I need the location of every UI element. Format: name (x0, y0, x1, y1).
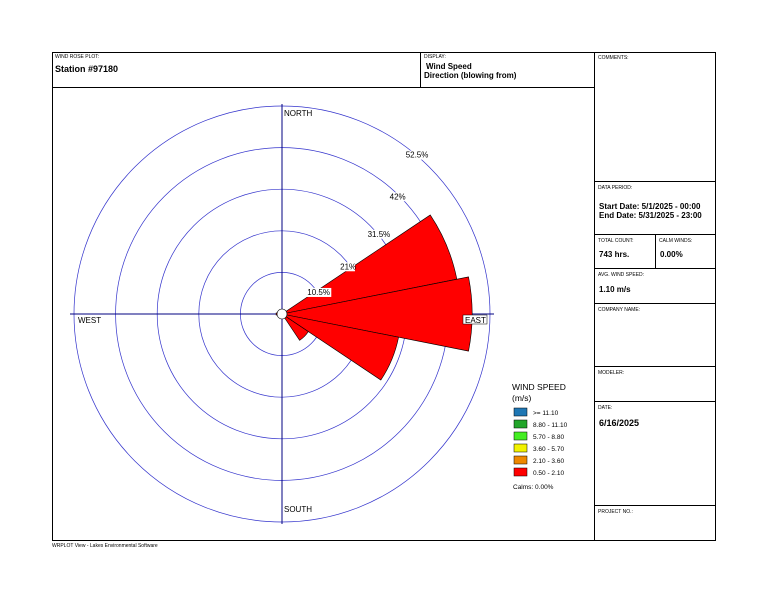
avg-speed-caption: AVG. WIND SPEED: (598, 272, 645, 278)
display-line-2: Direction (blowing from) (424, 71, 517, 80)
ring-label-1: 21% (340, 262, 356, 271)
compass-south: SOUTH (284, 505, 312, 514)
legend-title: WIND SPEED (512, 382, 566, 392)
petal-ESE (281, 313, 399, 381)
modeler-cell: MODELER: (595, 367, 716, 402)
company-caption: COMPANY NAME: (598, 307, 641, 313)
ring-label-bg-0 (306, 287, 332, 297)
data-period-caption: DATA PERIOD: (598, 185, 633, 191)
calm-winds-caption: CALM WINDS: (659, 238, 693, 244)
display-caption: DISPLAY: (424, 54, 446, 60)
avg-speed-value: 1.10 m/s (599, 285, 631, 294)
legend-swatch-3 (513, 443, 528, 453)
compass-west: WEST (78, 316, 101, 325)
info-panel: COMMENTS: DATA PERIOD: Start Date: 5/1/2… (594, 52, 716, 541)
total-count-caption: TOTAL COUNT: (598, 238, 634, 244)
compass-east: EAST (465, 316, 486, 325)
date-cell: DATE: 6/16/2025 (595, 402, 716, 506)
legend-label-3: 3.60 - 5.70 (533, 446, 564, 453)
legend-label-2: 5.70 - 8.80 (533, 434, 564, 441)
legend-swatch-5 (513, 467, 528, 477)
company-cell: COMPANY NAME: (595, 304, 716, 367)
data-period-cell: DATA PERIOD: Start Date: 5/1/2025 - 00:0… (595, 182, 716, 235)
comments-caption: COMMENTS: (598, 55, 629, 61)
calm-winds-box: CALM WINDS: 0.00% (656, 235, 716, 268)
plot-caption: WIND ROSE PLOT: (55, 54, 100, 60)
station-block: WIND ROSE PLOT: Station #97180 (52, 52, 421, 87)
ring-label-bg-2 (366, 229, 392, 239)
petal-E (281, 276, 473, 352)
total-count-box: TOTAL COUNT: 743 hrs. (595, 235, 656, 268)
plot-frame (52, 52, 716, 541)
compass-east-box (462, 314, 488, 325)
legend-label-1: 8.80 - 11.10 (533, 422, 568, 429)
header-bar: WIND ROSE PLOT: Station #97180 DISPLAY: … (52, 52, 594, 88)
legend-swatch-2 (513, 431, 528, 441)
software-credit: WRPLOT View - Lakes Environmental Softwa… (52, 543, 158, 549)
ring-label-0: 10.5% (307, 288, 330, 297)
legend-swatch-4 (513, 455, 528, 465)
compass-north: NORTH (284, 109, 313, 118)
counts-cell: TOTAL COUNT: 743 hrs. CALM WINDS: 0.00% (595, 235, 716, 269)
display-line-1: Wind Speed (426, 62, 472, 71)
legend-swatch-1 (513, 419, 528, 429)
project-cell: PROJECT NO.: (595, 506, 716, 541)
modeler-caption: MODELER: (598, 370, 625, 376)
project-caption: PROJECT NO.: (598, 509, 633, 515)
ring-label-3: 42% (390, 192, 406, 201)
legend-label-0: >= 11.10 (533, 410, 559, 417)
ring-label-4: 52.5% (406, 151, 429, 160)
calm-winds-value: 0.00% (660, 250, 683, 259)
petal-SE (281, 313, 309, 341)
legend-calms: Calms: 0.00% (513, 484, 554, 491)
rose-center (276, 308, 288, 320)
total-count-value: 743 hrs. (599, 250, 630, 259)
legend-label-5: 0.50 - 2.10 (533, 470, 564, 477)
date-value: 6/16/2025 (599, 418, 640, 428)
comments-cell: COMMENTS: (595, 52, 716, 182)
ring-label-bg-3 (388, 192, 405, 202)
end-date: End Date: 5/31/2025 - 23:00 (599, 211, 702, 220)
legend-unit: (m/s) (512, 393, 532, 403)
ring-label-bg-1 (339, 262, 355, 272)
legend-label-4: 2.10 - 3.60 (533, 458, 564, 465)
ring-label-2: 31.5% (368, 230, 391, 239)
date-caption: DATE: (598, 405, 613, 411)
station-name: Station #97180 (55, 64, 119, 74)
avg-speed-cell: AVG. WIND SPEED: 1.10 m/s (595, 269, 716, 304)
legend-swatch-0 (513, 407, 528, 417)
start-date: Start Date: 5/1/2025 - 00:00 (599, 202, 701, 211)
rose-group: 10.5% 21% 31.5% 42% 52.5% (70, 104, 494, 524)
ring-label-bg-4 (404, 150, 430, 160)
